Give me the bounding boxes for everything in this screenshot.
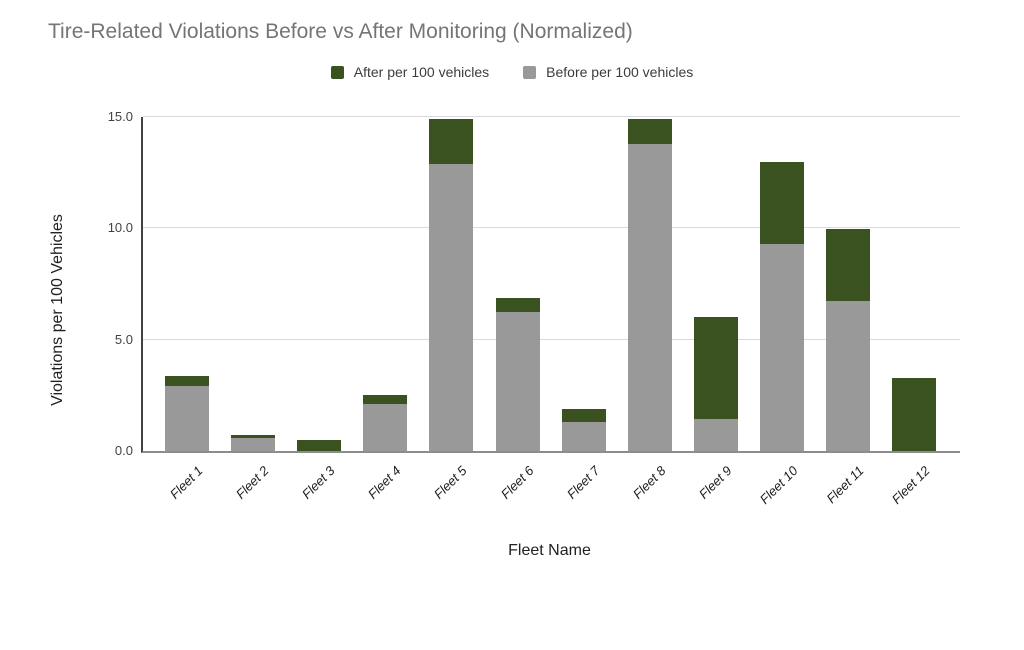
x-tick-label-fleet-7: Fleet 7 — [563, 463, 603, 502]
bar-fleet-3 — [297, 439, 342, 451]
bar-segment-after — [627, 119, 672, 144]
y-tick-label-5.0: 5.0 — [114, 331, 133, 347]
bar-segment-before — [165, 386, 209, 451]
bar-segment-before — [826, 300, 870, 451]
legend: After per 100 vehicles Before per 100 veh… — [0, 64, 1024, 80]
bar-fleet-7 — [561, 408, 606, 451]
x-tick-label-fleet-5: Fleet 5 — [431, 463, 470, 502]
legend-label: Before per 100 vehicles — [546, 64, 694, 80]
bar-fleet-8 — [627, 119, 672, 451]
bar-segment-before — [429, 163, 474, 451]
legend-swatch-icon — [523, 65, 537, 79]
bar-fleet-12 — [892, 377, 937, 451]
legend-item-0: After per 100 vehicles — [330, 64, 490, 80]
bar-segment-before — [231, 437, 276, 451]
bar-fleet-4 — [363, 395, 408, 451]
bar-fleet-11 — [826, 229, 870, 451]
bar-segment-after — [693, 317, 738, 419]
x-tick-label-fleet-11: Fleet 11 — [823, 463, 867, 507]
chart-title: Tire-Related Violations Before vs After … — [48, 20, 633, 43]
bar-segment-before — [693, 418, 738, 451]
bar-segment-after — [826, 229, 870, 301]
bar-segment-before — [495, 311, 540, 451]
bar-fleet-2 — [231, 435, 276, 451]
x-tick-label-fleet-9: Fleet 9 — [695, 463, 735, 502]
bar-segment-after — [495, 298, 540, 312]
x-tick-label-fleet-4: Fleet 4 — [365, 463, 404, 502]
bar-fleet-10 — [759, 161, 804, 451]
x-tick-label-fleet-10: Fleet 10 — [756, 463, 801, 507]
y-axis-title: Violations per 100 Vehicles — [49, 214, 66, 406]
x-tick-label-fleet-12: Fleet 12 — [888, 463, 933, 507]
bar-segment-after — [892, 377, 937, 451]
gridline-y-15 — [143, 116, 960, 117]
legend-item-1: Before per 100 vehicles — [523, 64, 693, 80]
y-tick-label-15.0: 15.0 — [107, 109, 133, 124]
legend-swatch-icon — [330, 65, 344, 79]
bar-segment-before — [561, 422, 606, 451]
gridline-y-10 — [143, 227, 960, 229]
bar-fleet-9 — [693, 317, 738, 451]
bar-segment-after — [561, 408, 606, 423]
y-tick-label-10.0: 10.0 — [107, 220, 133, 236]
bar-segment-before — [627, 143, 672, 451]
bar-fleet-1 — [165, 376, 209, 451]
plot-area — [141, 116, 960, 453]
x-tick-label-fleet-8: Fleet 8 — [629, 463, 669, 502]
bar-segment-after — [231, 435, 276, 438]
x-tick-label-fleet-1: Fleet 1 — [166, 463, 206, 502]
bar-segment-after — [363, 395, 408, 405]
bar-segment-after — [759, 161, 804, 244]
bar-segment-after — [297, 439, 342, 451]
x-tick-label-fleet-3: Fleet 3 — [299, 463, 338, 502]
bar-fleet-5 — [429, 119, 474, 451]
bar-fleet-6 — [495, 298, 540, 451]
x-tick-label-fleet-2: Fleet 2 — [232, 463, 272, 502]
bar-segment-before — [363, 404, 408, 451]
x-tick-label-fleet-6: Fleet 6 — [497, 463, 537, 502]
gridline-y-5 — [143, 338, 960, 340]
legend-label: After per 100 vehicles — [353, 64, 490, 80]
bar-segment-before — [759, 243, 804, 451]
y-tick-label-0.0: 0.0 — [114, 443, 133, 458]
bar-segment-after — [165, 376, 209, 387]
bar-segment-after — [429, 119, 474, 164]
x-axis-title: Fleet Name — [508, 542, 591, 559]
